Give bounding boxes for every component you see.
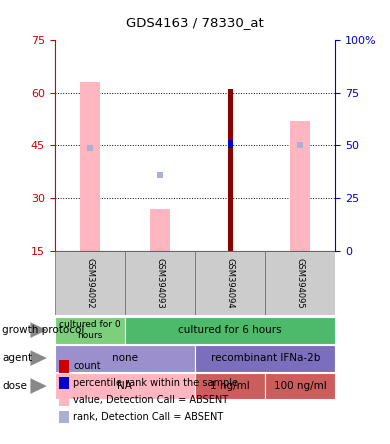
- FancyBboxPatch shape: [195, 251, 265, 315]
- Bar: [291, 121, 310, 251]
- Text: 1 ng/ml: 1 ng/ml: [210, 381, 250, 391]
- Text: GDS4163 / 78330_at: GDS4163 / 78330_at: [126, 16, 264, 28]
- Polygon shape: [30, 378, 47, 394]
- FancyBboxPatch shape: [265, 251, 335, 315]
- Polygon shape: [30, 322, 47, 338]
- FancyBboxPatch shape: [195, 345, 335, 372]
- Text: count: count: [73, 361, 101, 371]
- Text: GSM394094: GSM394094: [225, 258, 235, 309]
- FancyBboxPatch shape: [55, 251, 125, 315]
- Text: none: none: [112, 353, 138, 363]
- Text: 100 ng/ml: 100 ng/ml: [274, 381, 327, 391]
- FancyBboxPatch shape: [125, 251, 195, 315]
- Text: growth protocol: growth protocol: [2, 325, 84, 335]
- Text: GSM394095: GSM394095: [296, 258, 305, 309]
- Text: rank, Detection Call = ABSENT: rank, Detection Call = ABSENT: [73, 412, 223, 422]
- FancyBboxPatch shape: [55, 373, 195, 400]
- Bar: [228, 140, 232, 147]
- FancyBboxPatch shape: [55, 345, 195, 372]
- Bar: [80, 82, 99, 251]
- Text: NA: NA: [117, 381, 132, 391]
- FancyBboxPatch shape: [265, 373, 335, 400]
- FancyBboxPatch shape: [125, 317, 335, 344]
- Text: GSM394092: GSM394092: [85, 258, 94, 309]
- Bar: [228, 89, 232, 251]
- Text: agent: agent: [2, 353, 32, 363]
- Text: cultured for 0
hours: cultured for 0 hours: [59, 321, 121, 340]
- Text: GSM394093: GSM394093: [155, 258, 165, 309]
- FancyBboxPatch shape: [195, 373, 265, 400]
- Text: percentile rank within the sample: percentile rank within the sample: [73, 378, 238, 388]
- Bar: [150, 209, 170, 251]
- Text: dose: dose: [2, 381, 27, 391]
- Text: recombinant IFNa-2b: recombinant IFNa-2b: [211, 353, 320, 363]
- Text: value, Detection Call = ABSENT: value, Detection Call = ABSENT: [73, 395, 229, 405]
- Text: cultured for 6 hours: cultured for 6 hours: [178, 325, 282, 335]
- FancyBboxPatch shape: [55, 317, 125, 344]
- Polygon shape: [30, 350, 47, 366]
